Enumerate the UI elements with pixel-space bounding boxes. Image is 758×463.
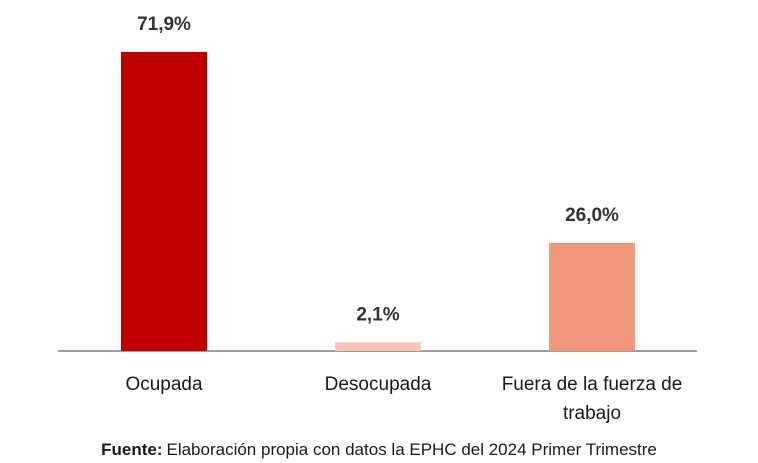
- category-label: Desocupada: [324, 374, 432, 395]
- category-label: Ocupada: [125, 374, 203, 395]
- value-label: 2,1%: [356, 304, 399, 325]
- source-label: Fuente:: [101, 440, 163, 459]
- value-label: 71,9%: [137, 14, 191, 35]
- category-label: Fuera de la fuerza de trabajo: [501, 374, 683, 424]
- value-label: 26,0%: [565, 205, 619, 226]
- bar: [121, 51, 207, 352]
- source-text: Elaboración propia con datos la EPHC del…: [166, 440, 657, 459]
- bar: [335, 342, 421, 351]
- bar: [549, 242, 635, 351]
- source-note: Fuente: Elaboración propia con datos la E…: [0, 440, 758, 460]
